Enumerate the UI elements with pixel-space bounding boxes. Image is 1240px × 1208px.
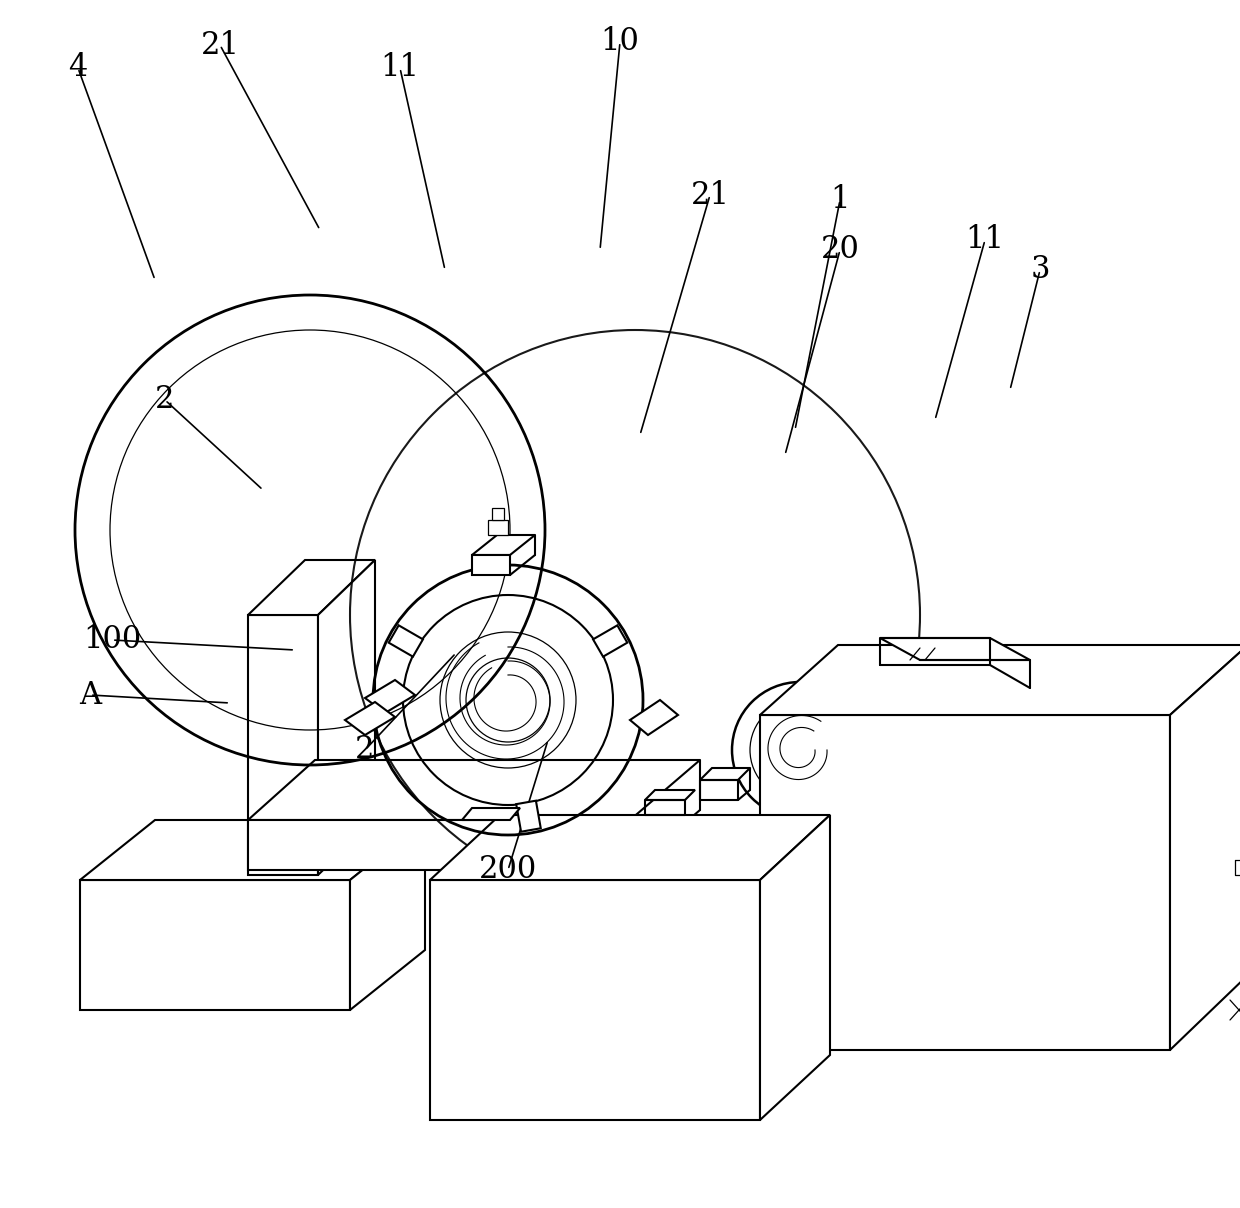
Polygon shape xyxy=(760,715,1171,1050)
Polygon shape xyxy=(489,519,508,535)
Text: 21: 21 xyxy=(691,180,729,210)
Polygon shape xyxy=(268,730,281,745)
Polygon shape xyxy=(645,790,694,800)
Text: 11: 11 xyxy=(381,52,419,83)
Text: 10: 10 xyxy=(600,27,640,58)
Polygon shape xyxy=(350,820,425,1010)
Polygon shape xyxy=(472,554,510,575)
Polygon shape xyxy=(365,680,415,713)
Polygon shape xyxy=(248,561,374,615)
Text: 2: 2 xyxy=(155,384,175,416)
Polygon shape xyxy=(701,768,750,780)
Polygon shape xyxy=(463,808,520,820)
Polygon shape xyxy=(516,801,541,832)
Polygon shape xyxy=(81,879,350,1010)
Polygon shape xyxy=(472,535,534,554)
Polygon shape xyxy=(248,615,317,875)
Polygon shape xyxy=(1171,645,1240,1050)
Polygon shape xyxy=(760,815,830,1120)
Text: 4: 4 xyxy=(68,52,88,83)
Text: 200: 200 xyxy=(479,854,537,885)
Text: A: A xyxy=(79,679,102,710)
Polygon shape xyxy=(760,645,1240,715)
Text: 3: 3 xyxy=(1030,255,1050,285)
Polygon shape xyxy=(492,509,503,519)
Polygon shape xyxy=(760,830,820,930)
Text: 11: 11 xyxy=(966,225,1004,256)
Text: 1: 1 xyxy=(831,185,849,215)
Text: 21: 21 xyxy=(201,29,239,60)
Polygon shape xyxy=(317,561,374,875)
Polygon shape xyxy=(248,760,701,820)
Text: 2: 2 xyxy=(355,734,374,766)
Polygon shape xyxy=(268,685,281,699)
Polygon shape xyxy=(345,702,396,734)
Polygon shape xyxy=(593,626,627,657)
Polygon shape xyxy=(630,699,678,734)
Polygon shape xyxy=(880,638,1030,660)
Polygon shape xyxy=(430,879,760,1120)
Text: 20: 20 xyxy=(821,234,859,266)
Polygon shape xyxy=(248,820,630,870)
Polygon shape xyxy=(430,815,830,879)
Polygon shape xyxy=(388,626,423,657)
Text: 100: 100 xyxy=(83,625,141,656)
Polygon shape xyxy=(81,820,425,879)
